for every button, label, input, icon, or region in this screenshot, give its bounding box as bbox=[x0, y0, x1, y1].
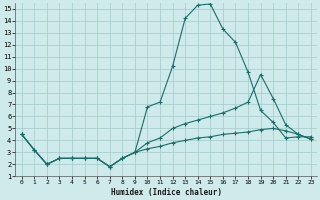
X-axis label: Humidex (Indice chaleur): Humidex (Indice chaleur) bbox=[111, 188, 222, 197]
